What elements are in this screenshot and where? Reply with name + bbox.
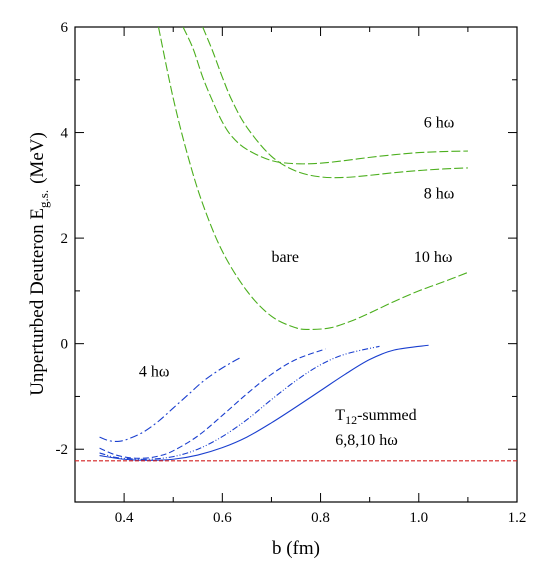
x-tick-label: 0.4 bbox=[115, 510, 134, 526]
annotation-8hw: 8 hω bbox=[424, 186, 455, 203]
series-line-t12-summed-8-h- bbox=[99, 345, 380, 460]
series-line-bare-10-h- bbox=[157, 27, 469, 331]
x-tick-label: 1.0 bbox=[409, 510, 428, 526]
x-tick-label: 0.8 bbox=[311, 510, 330, 526]
tick-labels: 0.4 0.6 0.8 1.0 1.2 -2 0 2 4 6 bbox=[56, 20, 527, 526]
series-line-t12-summed-6-h- bbox=[99, 348, 326, 459]
annotation-10hw: 10 hω bbox=[414, 249, 453, 266]
x-tick-label: 0.6 bbox=[213, 510, 232, 526]
series-line-bare-8-h- bbox=[202, 27, 468, 179]
y-tick-label: 2 bbox=[61, 231, 69, 247]
annotations: 6 hω 8 hω 10 hω bare 4 hω T12-summed 6,8,10 hω bbox=[139, 114, 454, 449]
y-axis-title-main: Unperturbed Deuteron E bbox=[27, 208, 48, 396]
y-axis-title-unit: (MeV) bbox=[27, 132, 48, 184]
axis-ticks bbox=[74, 26, 518, 503]
y-tick-label: -2 bbox=[56, 442, 69, 458]
y-tick-label: 6 bbox=[61, 20, 69, 36]
annotation-4hw: 4 hω bbox=[139, 363, 170, 380]
x-axis-title: b (fm) bbox=[272, 538, 320, 559]
plot-frame bbox=[74, 26, 518, 503]
series-lines bbox=[75, 27, 517, 462]
y-tick-label: 4 bbox=[61, 126, 69, 142]
annotation-bare: bare bbox=[271, 249, 299, 266]
y-axis-title-subscript: g.s. bbox=[36, 190, 51, 208]
series-line-bare-6-h- bbox=[182, 27, 468, 165]
y-axis-title: Unperturbed Deuteron Eg.s. (MeV) bbox=[27, 132, 51, 396]
annotation-6hw: 6 hω bbox=[424, 114, 455, 131]
annotation-t12b: 6,8,10 hω bbox=[335, 432, 398, 449]
y-tick-label: 0 bbox=[61, 337, 69, 353]
series-line-t12-summed-4-h- bbox=[99, 356, 243, 443]
x-tick-label: 1.2 bbox=[508, 510, 527, 526]
annotation-t12: T12-summed bbox=[335, 407, 416, 427]
